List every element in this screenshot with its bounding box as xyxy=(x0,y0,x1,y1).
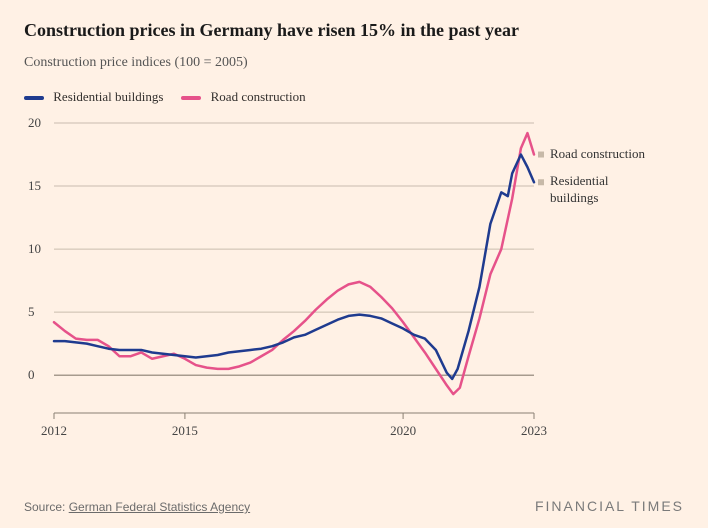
legend-label-residential: Residential buildings xyxy=(53,89,163,104)
x-axis-label: 2020 xyxy=(390,423,416,439)
source-link[interactable]: German Federal Statistics Agency xyxy=(69,500,250,514)
legend-label-road: Road construction xyxy=(211,89,306,104)
chart-subtitle: Construction price indices (100 = 2005) xyxy=(24,55,684,71)
source-prefix: Source: xyxy=(24,500,69,514)
legend: Residential buildings Road construction xyxy=(24,89,684,105)
end-label-road: Road construction xyxy=(550,146,645,162)
legend-item-residential: Residential buildings xyxy=(24,89,163,105)
end-label-residential: Residentialbuildings xyxy=(550,173,609,206)
y-axis-label: 5 xyxy=(28,304,35,320)
x-axis-label: 2015 xyxy=(172,423,198,439)
legend-swatch-residential xyxy=(24,96,44,100)
y-axis-label: 15 xyxy=(28,178,41,194)
x-axis-label: 2012 xyxy=(41,423,67,439)
legend-item-road: Road construction xyxy=(181,89,305,105)
x-axis-label: 2023 xyxy=(521,423,547,439)
line-chart: 0 5 10 15 20 2012 2015 2020 2023 Road constructio… xyxy=(24,113,684,453)
chart-title: Construction prices in Germany have rise… xyxy=(24,20,684,41)
y-axis-label: 20 xyxy=(28,115,41,131)
brand-logo: FINANCIAL TIMES xyxy=(535,498,684,514)
source-footer: Source: German Federal Statistics Agency xyxy=(24,500,250,514)
legend-swatch-road xyxy=(181,96,201,100)
y-axis-label: 0 xyxy=(28,367,35,383)
y-axis-label: 10 xyxy=(28,241,41,257)
